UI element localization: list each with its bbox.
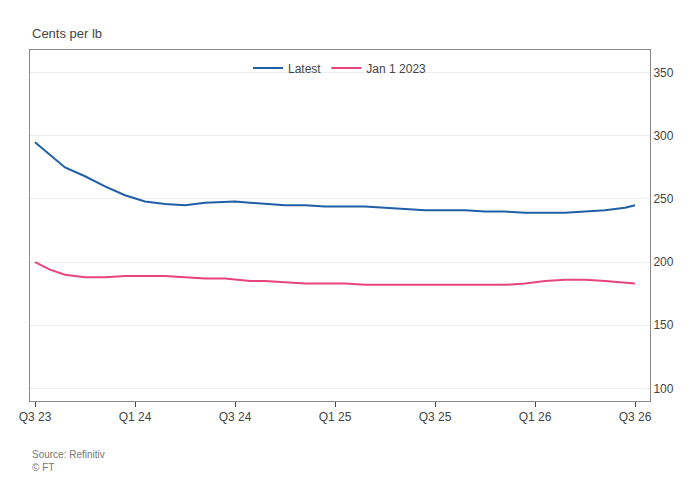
svg-text:Q3 26: Q3 26	[619, 410, 652, 424]
svg-text:Source: Refinitiv© FT: Source: Refinitiv© FT	[32, 449, 105, 473]
svg-text:250: 250	[653, 192, 673, 206]
svg-text:Q1 26: Q1 26	[519, 410, 552, 424]
svg-text:200: 200	[653, 255, 673, 269]
svg-text:350: 350	[653, 66, 673, 80]
svg-text:Q1 24: Q1 24	[119, 410, 152, 424]
svg-text:Q1 25: Q1 25	[319, 410, 352, 424]
svg-text:Cents per lb: Cents per lb	[32, 26, 102, 41]
svg-text:Q3 23: Q3 23	[19, 410, 52, 424]
svg-text:100: 100	[653, 382, 673, 396]
svg-text:150: 150	[653, 318, 673, 332]
svg-text:Q3 24: Q3 24	[219, 410, 252, 424]
svg-text:300: 300	[653, 129, 673, 143]
svg-text:Jan 1 2023: Jan 1 2023	[366, 62, 426, 76]
svg-text:Latest: Latest	[288, 62, 321, 76]
svg-text:Q3 25: Q3 25	[419, 410, 452, 424]
